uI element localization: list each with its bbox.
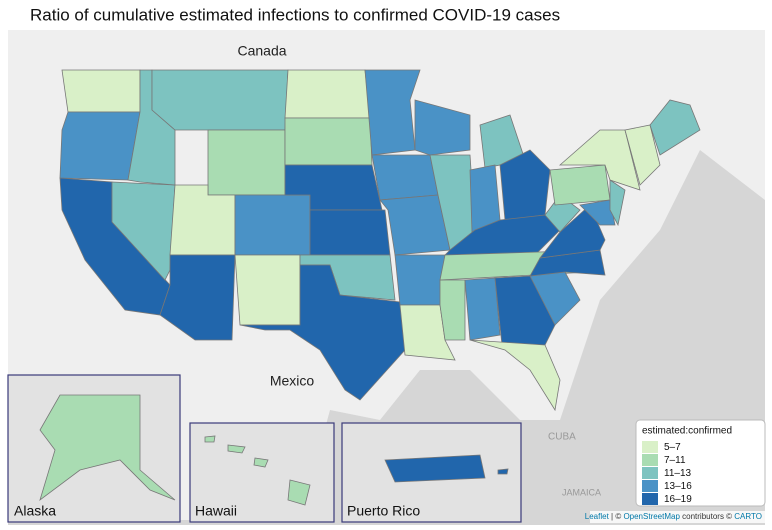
region	[624, 124, 661, 186]
legend-swatch	[642, 480, 658, 492]
region	[61, 69, 141, 113]
region	[469, 339, 561, 412]
legend-swatch	[642, 441, 658, 453]
region	[394, 254, 446, 306]
link[interactable]: CARTO	[734, 512, 762, 521]
region	[579, 199, 616, 226]
region	[399, 304, 456, 361]
inset-label: Puerto Rico	[347, 503, 420, 519]
region	[549, 164, 611, 206]
legend-label: 16–19	[664, 494, 692, 505]
region	[39, 394, 176, 502]
title: Ratio of cumulative estimated infections…	[30, 5, 560, 24]
legend-box	[635, 419, 766, 507]
legend-swatch	[642, 493, 658, 505]
region	[284, 69, 371, 119]
attribution: Leaflet | © OpenStreetMap contributors ©…	[585, 512, 762, 521]
region	[239, 264, 406, 401]
region	[649, 99, 701, 156]
region	[494, 275, 556, 346]
region	[379, 194, 451, 256]
place-label: JAMAICA	[562, 487, 601, 497]
region	[439, 279, 466, 341]
legend-swatch	[642, 467, 658, 479]
text: | ©	[609, 512, 624, 521]
place-label: Canada	[237, 43, 286, 59]
region	[558, 129, 641, 191]
link[interactable]: Leaflet	[585, 512, 610, 521]
region	[464, 277, 501, 341]
region	[227, 444, 246, 454]
region	[364, 69, 421, 156]
region	[499, 149, 551, 221]
legend-label: 7–11	[664, 455, 686, 466]
legend-swatch	[642, 454, 658, 466]
legend-label: 11–13	[664, 468, 692, 479]
region	[169, 184, 236, 256]
region	[284, 117, 373, 166]
place-label: Mexico	[270, 373, 315, 389]
region	[497, 468, 509, 475]
region	[309, 209, 391, 256]
attribution-bg	[590, 511, 765, 523]
region	[371, 154, 439, 201]
link[interactable]: OpenStreetMap	[623, 512, 680, 521]
region	[204, 435, 216, 443]
region	[414, 99, 471, 156]
text: contributors ©	[680, 512, 734, 521]
region	[59, 111, 141, 181]
region	[609, 179, 626, 227]
inset-label: Hawaii	[195, 503, 237, 519]
place-label: CUBA	[548, 432, 576, 443]
legend-title: estimated:confirmed	[642, 426, 732, 437]
region	[384, 454, 486, 483]
region	[207, 129, 286, 196]
region	[234, 194, 311, 256]
inset-label: Alaska	[14, 503, 56, 519]
legend-label: 5–7	[664, 442, 681, 453]
region	[151, 69, 289, 131]
region	[234, 254, 301, 326]
region	[287, 479, 311, 506]
region	[253, 457, 269, 468]
legend-label: 13–16	[664, 481, 692, 492]
